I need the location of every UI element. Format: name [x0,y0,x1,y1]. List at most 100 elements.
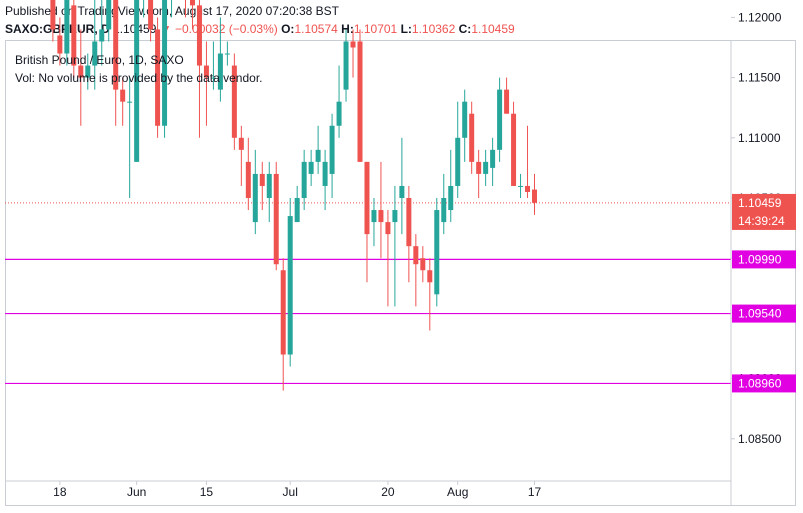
level-tag [732,304,796,323]
candle-body-up [434,210,440,295]
price-tick-label: 1.11500 [738,71,781,85]
low-label: L: [400,22,412,36]
candle-body-up [224,53,230,55]
candle-body-up [106,0,112,30]
level-tag-label: 1.09990 [738,252,782,266]
candle-body-down [532,189,537,203]
candle-body-down [350,41,356,48]
candle-body-down [196,5,202,66]
candle-body-down [420,258,426,271]
candle-body-down [357,41,363,162]
candle-body-up [210,77,216,79]
candle-body-down [155,29,161,126]
chart-frame [5,40,796,506]
candle-body-down [413,246,419,265]
candle-body-up [301,161,307,198]
candle-body-up [462,101,468,138]
candle-body-down [113,0,119,90]
candle-body-down [280,270,286,355]
level-tag-label: 1.09540 [738,307,782,321]
candle-body-up [441,198,447,223]
close-label: C: [458,22,472,36]
candle-body-up [322,161,328,186]
candle-body-up [448,185,454,211]
chart-legend-title: British Pound / Euro, 1D, SAXO [15,53,184,67]
candle-body-up [497,89,503,150]
candle-body-down [385,222,391,235]
candle-body-down [71,5,77,66]
candle-body-down [427,270,433,283]
candle-body-up [455,137,461,186]
candle-body-up [127,101,133,103]
candle-body-up [85,65,91,78]
plot-area [5,0,731,391]
candle-body-down [120,89,126,102]
countdown-label: 14:39:24 [738,214,785,228]
candle-body-down [469,113,475,162]
time-tick-label: 17 [528,485,542,499]
candle-body-up [252,173,258,223]
high-label: H: [341,22,354,36]
time-tick-label: Aug [447,485,468,499]
candle-body-up [371,210,377,223]
candle-body-up [162,0,168,126]
level-tag [732,250,796,269]
candle-body-down [148,0,154,30]
candle-body-down [511,113,517,186]
price-tick-label: 1.11000 [738,131,781,145]
open-value: 1.10574 [294,22,338,36]
time-tick-label: Jul [283,485,298,499]
price-tags: 1.10459 14:39:24 1.09990 1.09540 1.08960 [732,193,796,393]
level-tag [732,374,796,393]
close-value: 1.10459 [471,22,515,36]
high-value: 1.10701 [353,22,398,36]
candle-body-up [399,185,405,198]
candle-body-up [92,41,98,66]
candle-body-up [134,0,140,162]
candle-body-down [406,198,412,247]
price-tick-label: 1.08500 [738,432,782,446]
open-label: O: [281,22,295,36]
candle-body-down [504,89,510,114]
time-tick-label: 20 [381,485,395,499]
candle-body-up [99,29,105,42]
candle-body-up [490,149,496,168]
candle-body-up [483,161,489,174]
candle-body-up [287,216,293,355]
candle-body-down [78,65,84,78]
candle-body-down [231,65,237,138]
low-value: 1.10362 [411,22,456,36]
candle-body-down [259,173,265,186]
volume-note: Vol: No volume is provided by the data v… [15,71,263,85]
last-price-tag [732,193,796,230]
symbol-label[interactable]: SAXO:GBPEUR, D [5,22,110,36]
candle-body-up [308,161,314,174]
candle-body-up [518,185,524,187]
candle-body-down [378,210,384,223]
candle-body-up [315,149,321,162]
price-tick-label: 1.12000 [738,10,782,24]
candle-body-down [273,173,279,265]
time-tick-label: Jun [127,485,146,499]
candle-body-up [266,173,272,198]
last-price-tag-label: 1.10459 [738,196,782,210]
candle-body-up [329,125,335,174]
time-axis[interactable]: 18 Jun 15 Jul 20 Aug 17 [53,481,541,499]
time-tick-label: 15 [200,485,214,499]
candle-body-up [336,101,342,126]
candle-body-down [50,0,56,30]
candle-body-up [217,53,223,90]
candle-body-down [238,137,244,150]
candle-body-down [203,65,209,78]
candle-body-down [476,161,482,174]
candle-body-up [64,0,70,54]
time-tick-label: 18 [53,485,67,499]
candle-body-down [189,0,195,6]
level-tag-label: 1.08960 [738,376,782,390]
candle-body-up [392,210,398,223]
candle-body-up [343,41,349,90]
candle-body-down [57,35,63,54]
candle-body-down [364,161,370,235]
candle-body-up [294,198,300,223]
